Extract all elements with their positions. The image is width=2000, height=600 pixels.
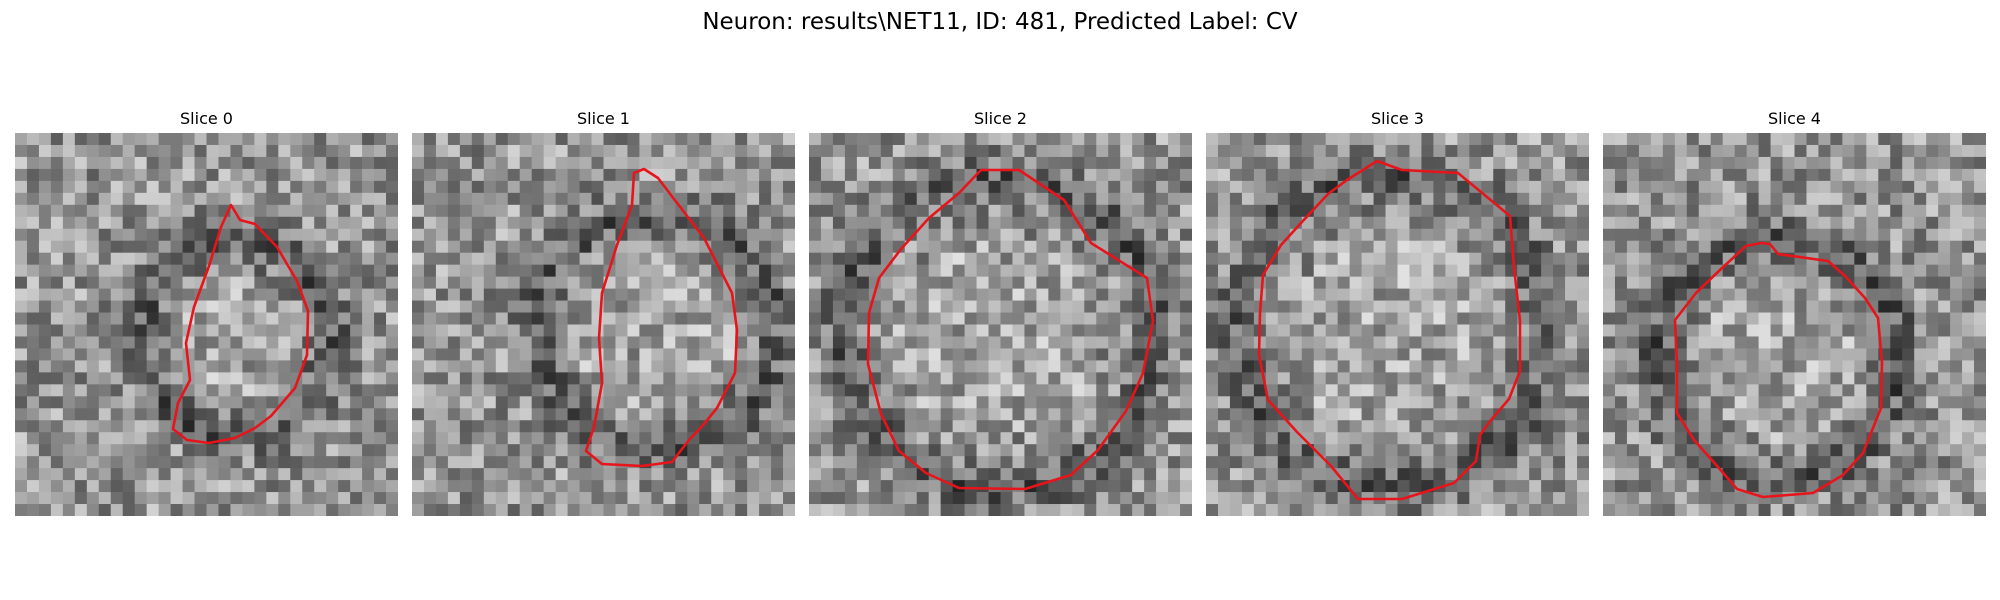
slice-title-0: Slice 0 [180,109,233,128]
slice-image-1 [412,133,795,516]
pixel-grid [809,133,1192,516]
segmentation-contour [584,167,739,468]
slice-title-2: Slice 2 [974,109,1027,128]
pixel-grid [1603,133,1986,516]
segmentation-contour [171,203,310,445]
slice-image-4 [1603,133,1986,516]
figure-title: Neuron: results\NET11, ID: 481, Predicte… [702,9,1298,35]
pixel-grid [15,133,398,516]
segmentation-contour [866,168,1155,491]
slice-title-3: Slice 3 [1371,109,1424,128]
pixel-grid [1206,133,1589,516]
slice-title-1: Slice 1 [577,109,630,128]
slice-image-0 [15,133,398,516]
slice-image-2 [809,133,1192,516]
slice-title-4: Slice 4 [1768,109,1821,128]
slice-image-3 [1206,133,1589,516]
slice-panel-1: Slice 1 [412,109,795,516]
slice-panel-2: Slice 2 [809,109,1192,516]
slice-panel-4: Slice 4 [1603,109,1986,516]
slice-panel-0: Slice 0 [15,109,398,516]
pixel-grid [412,133,795,516]
segmentation-contour [1257,159,1522,501]
segmentation-contour [1673,241,1884,499]
slice-panel-3: Slice 3 [1206,109,1589,516]
